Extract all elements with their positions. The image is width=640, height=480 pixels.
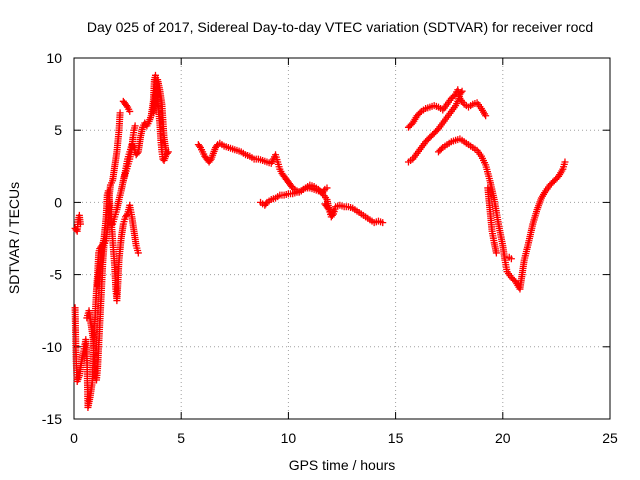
- series-arc-a: [71, 211, 84, 235]
- data-point: [507, 255, 515, 263]
- y-tick-label: -10: [42, 339, 62, 355]
- series-arc-p: [505, 253, 515, 263]
- series-arc-g: [119, 97, 134, 115]
- data-point: [450, 92, 458, 100]
- x-axis-label: GPS time / hours: [289, 457, 396, 473]
- x-tick-labels: 0 5 10 15 20 25: [70, 430, 618, 446]
- series-arc-n: [434, 135, 569, 293]
- data-point: [457, 89, 465, 97]
- y-tick-label: 10: [46, 50, 62, 66]
- x-tick-label: 15: [388, 430, 404, 446]
- data-point: [458, 87, 466, 95]
- series-arc-d: [94, 187, 142, 305]
- data-point: [437, 145, 445, 153]
- data-point: [134, 249, 142, 257]
- data-point: [162, 148, 170, 156]
- y-tick-label: 0: [54, 194, 62, 210]
- x-tick-label: 0: [70, 430, 78, 446]
- data-point: [72, 226, 80, 234]
- x-tick-label: 10: [281, 430, 297, 446]
- data-point: [328, 209, 336, 217]
- series-arc-l: [404, 86, 490, 131]
- series-arc-m: [404, 87, 466, 166]
- data-point: [329, 207, 337, 215]
- series-arc-h: [149, 76, 170, 156]
- grid-lines: [74, 58, 610, 419]
- data-point: [195, 142, 203, 150]
- series-arc-k: [321, 200, 337, 218]
- data-point: [492, 249, 500, 257]
- y-axis-label: SDTVAR / TECUs: [6, 182, 22, 294]
- x-tick-label: 5: [177, 430, 185, 446]
- data-point: [323, 184, 331, 192]
- data-point: [123, 102, 131, 110]
- x-tick-label: 25: [602, 430, 618, 446]
- series-arc-f: [119, 122, 139, 185]
- data-point: [123, 211, 131, 219]
- data-point: [482, 112, 490, 120]
- data-point: [324, 204, 332, 212]
- y-tick-labels: -15 -10 -5 0 5 10: [42, 50, 62, 427]
- chart-title: Day 025 of 2017, Sidereal Day-to-day VTE…: [87, 19, 593, 35]
- data-point: [116, 109, 124, 117]
- plot-frame: [73, 57, 611, 420]
- y-tick-label: -15: [42, 411, 62, 427]
- y-tick-label: 5: [54, 122, 62, 138]
- data-point: [133, 149, 141, 157]
- y-tick-label: -5: [50, 267, 63, 283]
- series-arc-o: [484, 184, 500, 257]
- data-point: [379, 219, 387, 227]
- data-marks: [71, 71, 569, 411]
- data-point: [416, 109, 424, 117]
- data-point: [561, 158, 569, 166]
- series-arc-j: [257, 181, 387, 227]
- data-point: [163, 149, 171, 157]
- x-tick-label: 20: [495, 430, 511, 446]
- series-arc-c: [83, 235, 110, 384]
- data-point: [76, 220, 84, 228]
- data-point: [126, 107, 134, 115]
- data-point: [131, 122, 139, 130]
